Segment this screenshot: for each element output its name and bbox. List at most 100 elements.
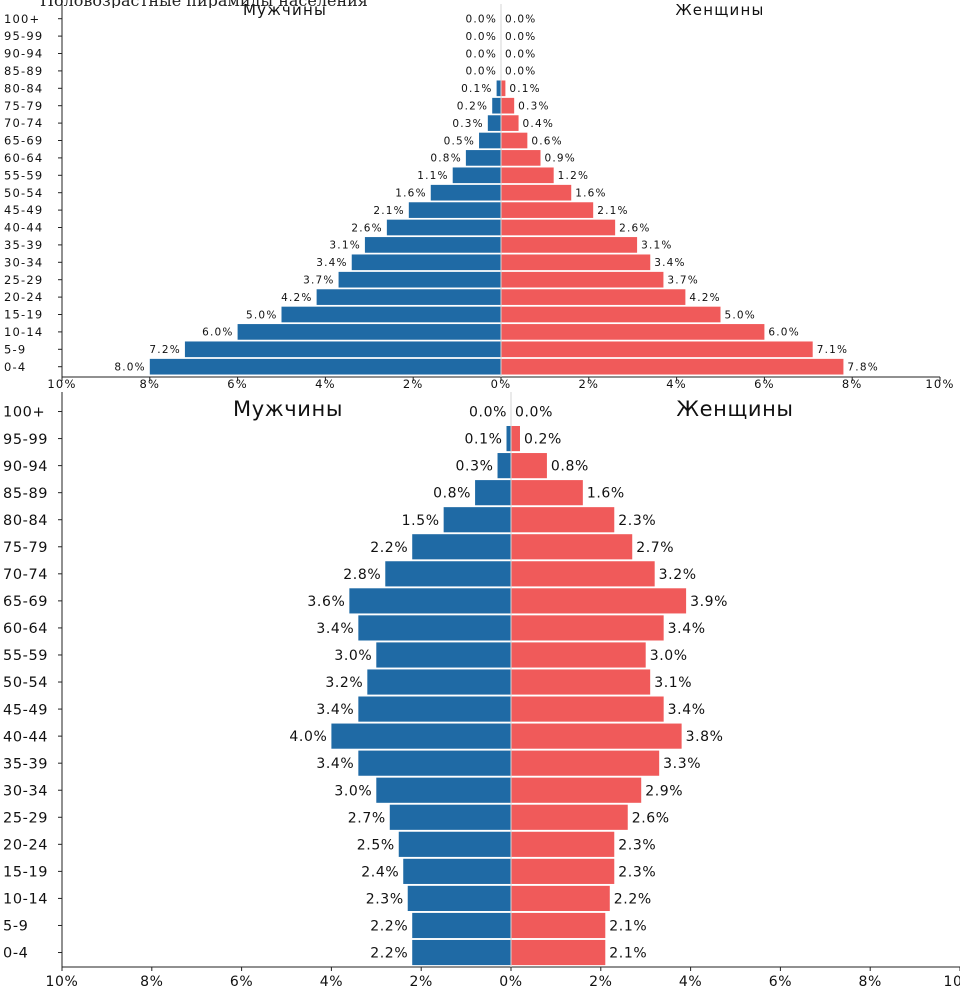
chart2-male-bar <box>367 669 511 695</box>
chart1-female-bar <box>501 80 506 97</box>
chart1-female-bar <box>501 237 638 253</box>
chart1-male-bar <box>465 150 501 166</box>
chart2-female-bar <box>511 696 664 722</box>
chart2-female-bar <box>511 642 646 668</box>
chart1-x-tick-label: 2% <box>578 377 599 391</box>
chart1-male-value-label: 5.0% <box>246 309 277 321</box>
chart1-male-value-label: 0.0% <box>466 13 497 25</box>
chart2-female-value-label: 3.8% <box>686 729 724 745</box>
chart2-category-label: 60-64 <box>3 621 48 637</box>
chart1-female-bar <box>501 358 844 375</box>
chart2-category-label: 15-19 <box>3 865 48 881</box>
chart2-male-value-label: 4.0% <box>289 729 327 745</box>
chart2-category-label: 45-49 <box>3 702 48 718</box>
chart2-female-bar <box>511 453 547 479</box>
chart2-category-label: 30-34 <box>3 783 48 799</box>
chart2-category-label: 70-74 <box>3 567 48 583</box>
chart2-x-tick-label: 6% <box>230 974 253 990</box>
chart2-female-value-label: 3.1% <box>654 675 692 691</box>
chart2-female-bar <box>511 723 682 749</box>
chart2-x-tick-label: 4% <box>679 974 702 990</box>
chart2-female-bar <box>511 534 633 560</box>
chart1-female-value-label: 0.1% <box>509 83 540 95</box>
chart1-category-label: 60-64 <box>4 151 43 165</box>
chart2-female-bar <box>511 912 606 939</box>
chart2-category-label: 85-89 <box>3 486 48 502</box>
chart1-female-value-label: 0.9% <box>545 153 576 165</box>
chart2-x-tick-label: 8% <box>140 974 163 990</box>
chart1-female-bar <box>501 150 541 166</box>
chart1-category-label: 35-39 <box>4 238 43 252</box>
chart2-female-bar <box>511 804 628 830</box>
chart2-female-value-label: 0.8% <box>551 459 589 475</box>
chart2-male-value-label: 2.7% <box>348 810 386 826</box>
chart1-male-bar <box>452 167 501 184</box>
chart1-male-value-label: 7.2% <box>149 344 180 356</box>
chart1-female-bar <box>501 202 594 218</box>
chart2-category-label: 55-59 <box>3 648 48 664</box>
chart1-female-bar <box>501 271 664 288</box>
chart2-female-value-label: 0.0% <box>515 405 553 421</box>
chart2-male-value-label: 3.2% <box>325 675 363 691</box>
chart1-male-bar <box>237 324 501 340</box>
chart1-female-value-label: 0.3% <box>518 100 549 112</box>
chart1-male-bar <box>338 271 501 288</box>
chart2-category-label: 65-69 <box>3 594 48 610</box>
chart1-female-value-label: 0.0% <box>505 13 536 25</box>
chart1-category-label: 20-24 <box>4 290 43 304</box>
chart1-category-label: 15-19 <box>4 308 43 322</box>
chart1-male-bar <box>430 184 501 201</box>
chart2-male-bar <box>376 642 511 668</box>
chart1-female-bar <box>501 219 616 236</box>
chart2-category-label: 40-44 <box>3 729 48 745</box>
chart2-female-value-label: 1.6% <box>587 486 625 502</box>
chart2-female-bar <box>511 858 615 884</box>
chart1-male-value-label: 0.1% <box>461 83 492 95</box>
chart1-x-tick-label: 0% <box>491 377 512 391</box>
chart2-male-bar <box>389 804 511 830</box>
chart1-male-value-label: 0.0% <box>466 31 497 43</box>
chart2-male-bar <box>443 507 511 533</box>
chart1-male-bar <box>487 115 501 131</box>
chart1-male-bar <box>351 254 501 271</box>
chart1-male-bar <box>492 97 501 114</box>
chart1-female-value-label: 3.1% <box>641 240 672 252</box>
chart2-male-bar <box>385 561 511 587</box>
chart1-x-tick-label: 4% <box>666 377 687 391</box>
chart2-male-value-label: 3.4% <box>316 756 354 772</box>
chart2-male-value-label: 2.5% <box>357 837 395 853</box>
chart2-male-value-label: 2.4% <box>361 864 399 880</box>
chart1-male-bar <box>479 132 501 149</box>
chart2-x-tick-label: 10% <box>944 974 960 990</box>
chart1-male-value-label: 6.0% <box>202 327 233 339</box>
chart2-female-value-label: 3.3% <box>663 756 701 772</box>
chart1-female-value-label: 0.6% <box>531 135 562 147</box>
chart2-female-value-label: 2.2% <box>614 891 652 907</box>
chart2-female-bar <box>511 939 606 966</box>
chart1-female-bar <box>501 115 519 131</box>
chart2-x-tick-label: 0% <box>499 974 522 990</box>
chart2-male-value-label: 3.4% <box>316 702 354 718</box>
chart2-category-label: 5-9 <box>3 919 28 935</box>
chart1-male-bar <box>408 202 501 218</box>
chart1-female-value-label: 5.0% <box>725 309 756 321</box>
chart2-male-bar <box>398 831 511 857</box>
chart2-male-value-label: 3.6% <box>307 594 345 610</box>
chart2-female-value-label: 2.3% <box>618 837 656 853</box>
chart1-male-value-label: 1.1% <box>417 170 448 182</box>
chart1-x-tick-label: 10% <box>47 377 76 391</box>
chart2-female-value-label: 0.2% <box>524 432 562 448</box>
chart2-female-bar <box>511 750 660 776</box>
chart2-x-tick-label: 4% <box>320 974 343 990</box>
chart1-category-label: 30-34 <box>4 255 43 269</box>
chart1-category-label: 40-44 <box>4 221 43 235</box>
chart2-female-bar <box>511 831 615 857</box>
chart2-male-bar <box>506 425 511 452</box>
chart1-category-label: 90-94 <box>4 47 43 61</box>
chart1-category-label: 50-54 <box>4 186 43 200</box>
chart2-male-bar <box>407 885 511 912</box>
chart1-male-value-label: 0.0% <box>466 66 497 78</box>
chart2-x-tick-label: 2% <box>409 974 432 990</box>
chart2-category-label: 50-54 <box>3 675 48 691</box>
chart2-category-label: 90-94 <box>3 459 48 475</box>
